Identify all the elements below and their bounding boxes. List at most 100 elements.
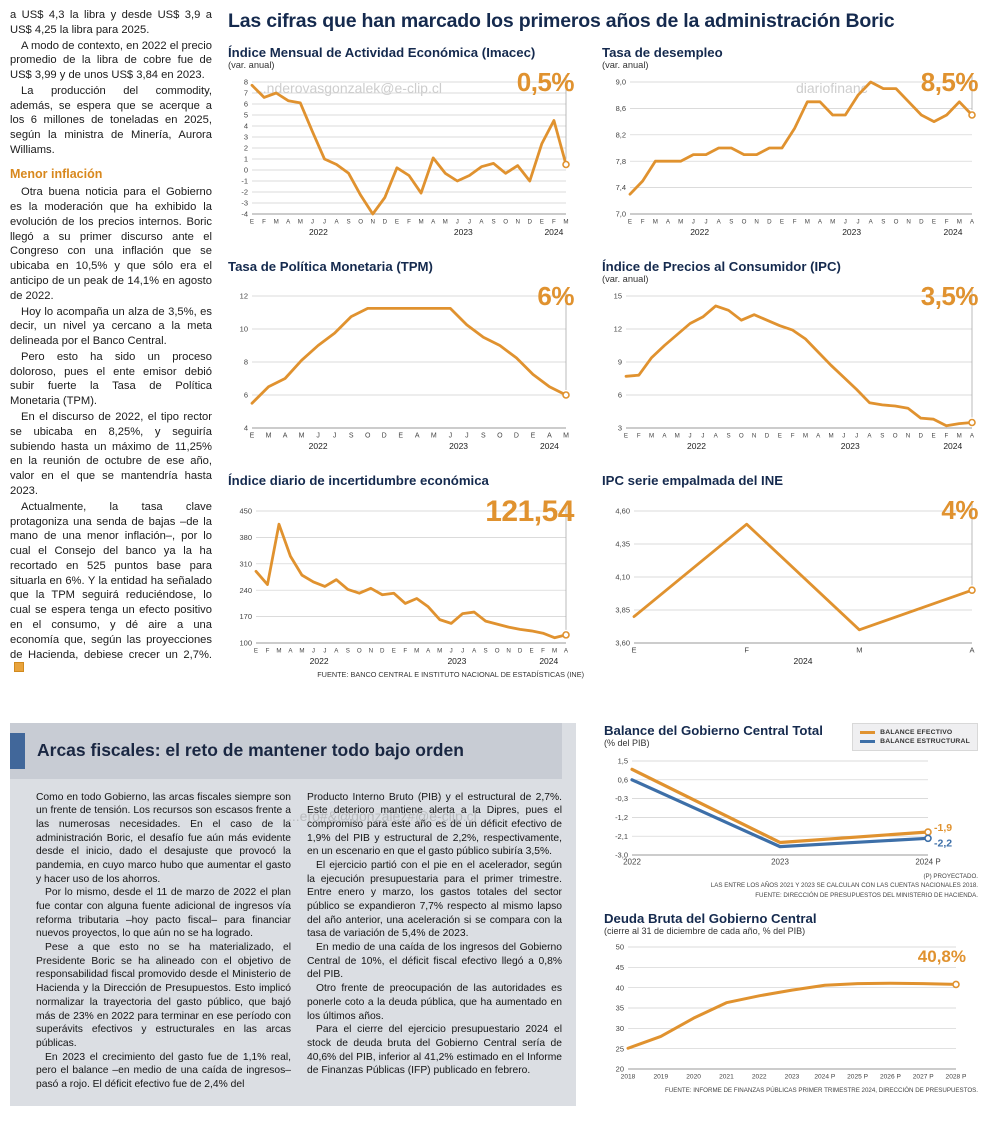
svg-text:J: J <box>323 219 326 226</box>
svg-text:50: 50 <box>616 943 624 952</box>
svg-text:M: M <box>299 647 304 654</box>
svg-text:1: 1 <box>244 155 248 164</box>
imacec-chart: Índice Mensual de Actividad Económica (I… <box>228 45 584 245</box>
svg-text:J: J <box>689 433 692 440</box>
svg-text:F: F <box>641 219 645 226</box>
svg-text:2020: 2020 <box>686 1074 701 1081</box>
svg-text:A: A <box>816 433 821 440</box>
latest-value-label: 8,5% <box>920 67 979 97</box>
svg-text:O: O <box>503 219 508 226</box>
svg-text:2022: 2022 <box>690 227 709 237</box>
svg-text:J: J <box>449 433 453 440</box>
svg-text:S: S <box>349 433 354 440</box>
chart-title: IPC serie empalmada del INE <box>602 473 784 489</box>
balance-plot: 1,5 0,6 -0,3 -1,2 -2,1 -3,0 2022 2023 2024 P -1,9… <box>604 751 978 876</box>
svg-text:2027 P: 2027 P <box>913 1074 935 1081</box>
svg-text:M: M <box>678 219 683 226</box>
svg-text:F: F <box>791 433 795 440</box>
svg-text:8,2: 8,2 <box>616 131 626 140</box>
svg-text:2024: 2024 <box>944 227 963 237</box>
imacec-plot: 8 7 6 5 4 3 2 1 0 -1 -2 -3 -4 E F M A M J J A S O N D E F M A M J J A S O N… <box>228 72 584 245</box>
svg-text:M: M <box>299 433 305 440</box>
svg-text:10: 10 <box>240 325 248 334</box>
svg-text:30: 30 <box>616 1024 624 1033</box>
fiscal-paragraph: Por lo mismo, desde el 11 de marzo de 20… <box>36 887 291 940</box>
chart-subtitle: (var. anual) <box>602 274 649 285</box>
balance-legend: BALANCE EFECTIVO BALANCE ESTRUCTURAL <box>852 722 978 751</box>
svg-text:M: M <box>414 647 419 654</box>
svg-text:A: A <box>714 433 719 440</box>
ipc-plot: 15 12 9 6 3 E F M A M J J A S O N D E F M A M J J A S O N D E F M A 2022 2… <box>602 286 988 459</box>
svg-text:F: F <box>637 433 641 440</box>
svg-text:E: E <box>250 433 255 440</box>
fiscal-balance-chart: Balance del Gobierno Central Total (% de… <box>604 722 978 902</box>
svg-text:12: 12 <box>614 325 622 334</box>
svg-text:J: J <box>856 219 859 226</box>
fiscal-paragraph: En 2023 el crecimiento del gasto fue de … <box>36 1051 291 1090</box>
svg-text:J: J <box>855 433 858 440</box>
svg-text:J: J <box>456 219 459 226</box>
svg-text:N: N <box>369 647 373 654</box>
article-paragraph: La producción del commodity, además, se … <box>10 84 212 157</box>
svg-text:J: J <box>316 433 320 440</box>
svg-text:E: E <box>624 433 628 440</box>
svg-text:A: A <box>869 219 874 226</box>
fiscal-paragraph: En medio de una caída de los ingresos de… <box>307 942 562 981</box>
svg-text:E: E <box>398 433 403 440</box>
chart-title: Tasa de desempleo <box>602 45 723 60</box>
svg-text:2023: 2023 <box>449 441 468 451</box>
svg-text:A: A <box>415 433 420 440</box>
svg-text:D: D <box>518 647 523 654</box>
fiscal-paragraph: Otro frente de preocupación de las autor… <box>307 983 562 1022</box>
svg-text:M: M <box>437 647 442 654</box>
svg-text:J: J <box>704 219 707 226</box>
svg-text:12: 12 <box>240 292 248 301</box>
svg-text:F: F <box>944 433 948 440</box>
svg-text:N: N <box>752 433 756 440</box>
svg-text:E: E <box>931 433 935 440</box>
svg-text:2023: 2023 <box>841 441 860 451</box>
svg-text:O: O <box>358 219 363 226</box>
svg-text:-2,2: -2,2 <box>934 837 952 849</box>
svg-text:N: N <box>906 219 910 226</box>
svg-text:0: 0 <box>244 166 248 175</box>
fiscal-panel: Arcas fiscales: el reto de mantener todo… <box>10 722 576 1107</box>
svg-text:J: J <box>312 647 315 654</box>
unemployment-plot: 9,0 8,6 8,2 7,8 7,4 7,0 E F M A M J J A S O N D E F M A M J J A S O… <box>602 72 988 245</box>
svg-text:S: S <box>484 647 488 654</box>
svg-text:D: D <box>383 219 388 226</box>
svg-text:M: M <box>805 219 810 226</box>
svg-text:F: F <box>744 645 749 654</box>
svg-text:2022: 2022 <box>687 441 706 451</box>
ipc-spliced-plot: 4,60 4,35 4,10 3,85 3,60 E F M A 2024 <box>602 501 988 674</box>
svg-text:A: A <box>426 647 431 654</box>
svg-text:310: 310 <box>239 559 252 568</box>
svg-text:E: E <box>392 647 396 654</box>
svg-text:2023: 2023 <box>447 656 466 666</box>
chart-subtitle: (var. anual) <box>602 60 649 71</box>
svg-text:E: E <box>932 219 936 226</box>
svg-text:0,6: 0,6 <box>618 775 628 784</box>
svg-text:6: 6 <box>244 391 248 400</box>
efectivo-line-swatch <box>860 730 876 734</box>
fiscal-column-2: Producto Interno Bruto (PIB) y el estruc… <box>307 791 562 1092</box>
chart-title: Índice diario de incertidumbre económica <box>228 473 489 489</box>
svg-text:3: 3 <box>244 133 248 142</box>
svg-text:J: J <box>465 433 469 440</box>
article-end-marker-icon <box>14 662 24 673</box>
fiscal-column-1: Como en todo Gobierno, las arcas fiscale… <box>36 791 291 1092</box>
section-heading-menor-inflacion: Menor inflación <box>10 166 103 181</box>
svg-text:8,6: 8,6 <box>616 104 626 113</box>
latest-value-label: 0,5% <box>516 67 575 97</box>
svg-text:S: S <box>346 647 350 654</box>
svg-text:D: D <box>528 219 533 226</box>
svg-text:2025 P: 2025 P <box>847 1074 869 1081</box>
latest-value-label: 4% <box>941 495 978 526</box>
fiscal-paragraph: Como en todo Gobierno, las arcas fiscale… <box>36 791 291 885</box>
svg-text:2023: 2023 <box>771 857 789 866</box>
svg-text:J: J <box>311 219 314 226</box>
svg-text:380: 380 <box>239 533 252 542</box>
svg-text:O: O <box>357 647 362 654</box>
svg-text:N: N <box>371 219 375 226</box>
legend-item-estructural: BALANCE ESTRUCTURAL <box>860 738 970 745</box>
